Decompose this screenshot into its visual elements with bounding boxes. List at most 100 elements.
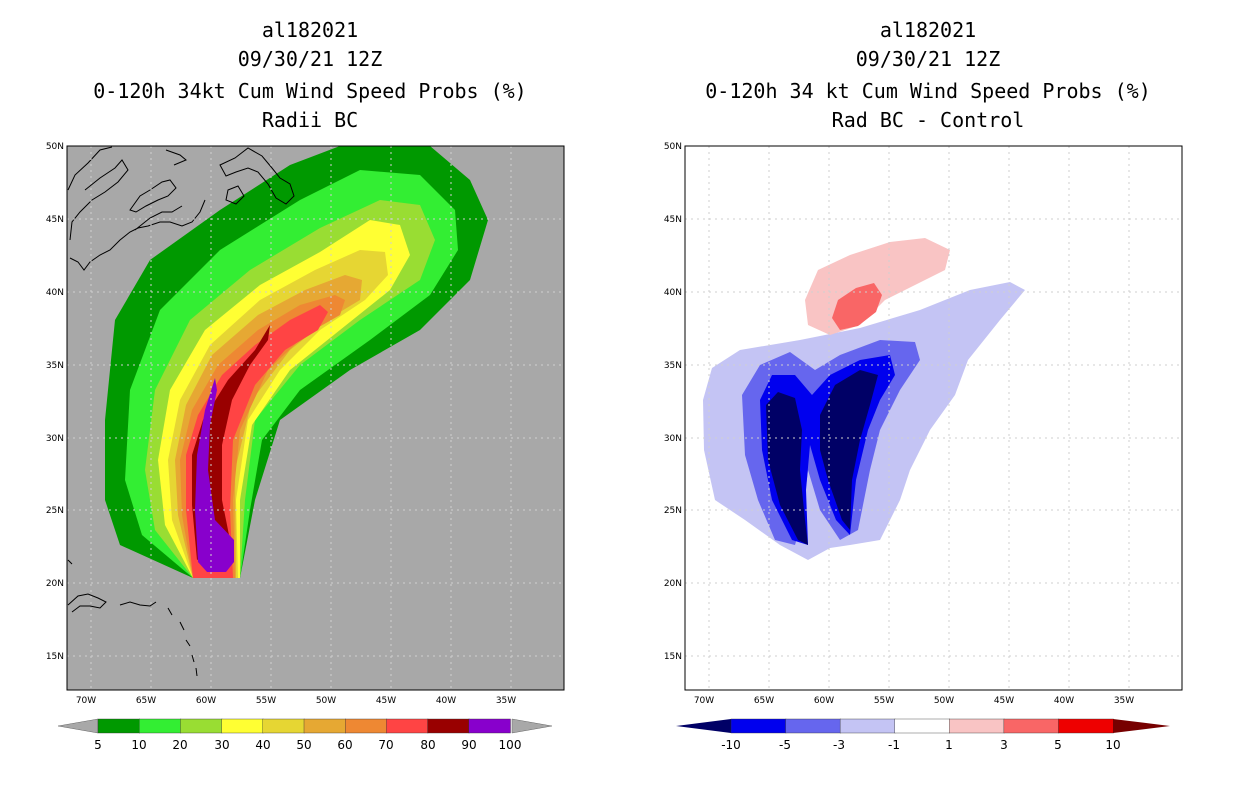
colorbar-swatch: [386, 718, 429, 734]
right-storm-id: al182021: [879, 18, 977, 42]
lon-label: 70W: [694, 696, 714, 706]
right-colorbar-labels: -10 -5 -3 -1 1 3 5 10: [721, 738, 1120, 752]
lat-label: 35N: [664, 361, 682, 371]
lat-label: 45N: [664, 215, 682, 225]
lat-label: 15N: [664, 652, 682, 662]
lon-label: 50W: [316, 696, 336, 706]
lon-label: 50W: [934, 696, 954, 706]
colorbar-label: 80: [420, 738, 435, 752]
lon-label: 35W: [496, 696, 516, 706]
right-panel-title: al182021 09/30/21 12Z 0-120h 34 kt Cum W…: [658, 16, 1198, 135]
right-title-line2: Rad BC - Control: [831, 108, 1025, 132]
colorbar-swatch: [262, 718, 305, 734]
colorbar-label: 70: [378, 738, 393, 752]
lon-label: 40W: [436, 696, 456, 706]
left-colorbar-low-arrow: [57, 718, 99, 734]
lon-label: 65W: [136, 696, 156, 706]
left-panel-title: al182021 09/30/21 12Z 0-120h 34kt Cum Wi…: [40, 16, 580, 135]
colorbar-swatch: [949, 718, 1005, 734]
right-map-frame: [684, 145, 1183, 691]
lat-label: 35N: [46, 361, 64, 371]
colorbar-label: 10: [1105, 738, 1120, 752]
left-probability-contours: [105, 146, 488, 578]
colorbar-swatch: [894, 718, 950, 734]
colorbar-swatch: [97, 718, 140, 734]
left-colorbar: 5 10 20 30 40 50 60 70 80 90 100: [57, 718, 553, 752]
colorbar-label: -1: [888, 738, 900, 752]
lat-label: 50N: [664, 142, 682, 152]
colorbar-label: -3: [833, 738, 845, 752]
colorbar-label: -10: [721, 738, 741, 752]
right-colorbar-low-arrow: [676, 719, 731, 733]
left-colorbar-swatches: [97, 718, 511, 734]
colorbar-swatch: [1058, 718, 1114, 734]
lat-label: 40N: [664, 288, 682, 298]
colorbar-swatch: [345, 718, 388, 734]
lat-label: 30N: [664, 434, 682, 444]
left-colorbar-labels: 5 10 20 30 40 50 60 70 80 90 100: [94, 738, 521, 752]
left-grid: [67, 146, 564, 690]
lat-label: 20N: [664, 579, 682, 589]
lat-label: 30N: [46, 434, 64, 444]
lat-label: 20N: [46, 579, 64, 589]
diff-pos-3-5: [832, 283, 882, 330]
colorbar-label: 10: [131, 738, 146, 752]
left-map: 50N 45N 40N 35N 30N 25N 20N 15N 70W 65W …: [46, 142, 565, 706]
colorbar-label: 100: [499, 738, 522, 752]
colorbar-swatch: [468, 718, 511, 734]
lon-label: 55W: [874, 696, 894, 706]
left-map-frame: [66, 145, 565, 691]
colorbar-swatch: [730, 718, 787, 734]
colorbar-swatch: [1003, 718, 1060, 734]
colorbar-label: 20: [172, 738, 187, 752]
right-colorbar-high-arrow: [1113, 719, 1170, 733]
lat-label: 45N: [46, 215, 64, 225]
lat-label: 50N: [46, 142, 64, 152]
colorbar-swatch: [427, 718, 470, 734]
colorbar-swatch: [839, 718, 896, 734]
lat-label: 25N: [46, 506, 64, 516]
colorbar-swatch: [303, 718, 346, 734]
lon-label: 60W: [196, 696, 216, 706]
prob-90-100: [195, 378, 234, 572]
lat-label: 15N: [46, 652, 64, 662]
lon-label: 40W: [1054, 696, 1074, 706]
colorbar-swatch: [785, 718, 841, 734]
right-difference-contours: [703, 238, 1025, 560]
right-colorbar: -10 -5 -3 -1 1 3 5 10: [676, 718, 1170, 752]
colorbar-label: 3: [1000, 738, 1008, 752]
colorbar-label: -5: [779, 738, 791, 752]
right-lat-labels: 50N 45N 40N 35N 30N 25N 20N 15N: [664, 142, 682, 662]
colorbar-label: 90: [461, 738, 476, 752]
left-lat-labels: 50N 45N 40N 35N 30N 25N 20N 15N: [46, 142, 64, 662]
lon-label: 60W: [814, 696, 834, 706]
colorbar-label: 30: [214, 738, 229, 752]
right-colorbar-swatches: [676, 718, 1170, 734]
left-storm-id: al182021: [261, 18, 359, 42]
left-lon-labels: 70W 65W 60W 55W 50W 45W 40W 35W: [76, 696, 516, 706]
lon-label: 65W: [754, 696, 774, 706]
right-datetime: 09/30/21 12Z: [855, 47, 1001, 71]
lon-label: 55W: [256, 696, 276, 706]
right-lon-labels: 70W 65W 60W 55W 50W 45W 40W 35W: [694, 696, 1134, 706]
colorbar-label: 60: [337, 738, 352, 752]
right-grid: [685, 146, 1182, 690]
left-colorbar-high-arrow: [511, 718, 553, 734]
diff-neg-10: [766, 370, 878, 545]
colorbar-label: 5: [1054, 738, 1062, 752]
lon-label: 35W: [1114, 696, 1134, 706]
left-title-line2: Radii BC: [261, 108, 359, 132]
lon-label: 70W: [76, 696, 96, 706]
left-title-line1: 0-120h 34kt Cum Wind Speed Probs (%): [93, 79, 527, 103]
right-map: 50N 45N 40N 35N 30N 25N 20N 15N 70W 65W …: [664, 142, 1183, 706]
left-datetime: 09/30/21 12Z: [237, 47, 383, 71]
lon-label: 45W: [994, 696, 1014, 706]
lat-label: 25N: [664, 506, 682, 516]
colorbar-swatch: [221, 718, 264, 734]
colorbar-label: 40: [255, 738, 270, 752]
lon-label: 45W: [376, 696, 396, 706]
colorbar-swatch: [180, 718, 223, 734]
colorbar-label: 5: [94, 738, 102, 752]
colorbar-swatch: [138, 718, 182, 734]
